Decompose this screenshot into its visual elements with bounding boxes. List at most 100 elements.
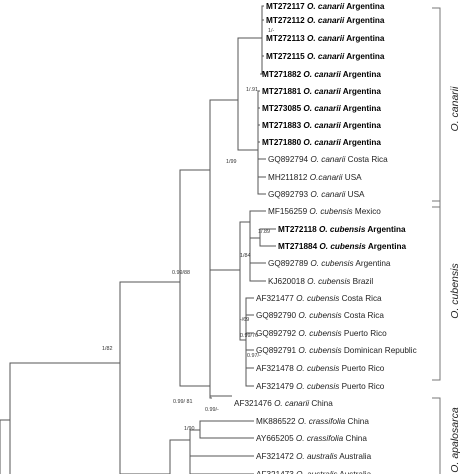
tip-species: O. canarii: [310, 190, 345, 199]
tip-species: O. cubensis: [296, 364, 339, 373]
clade-brackets: [432, 7, 441, 474]
tip-species: O. canarii: [303, 70, 341, 79]
tip-species: O. australis: [296, 452, 337, 461]
clade-label-canarii: O. canarii: [449, 86, 461, 132]
tip-accession: MT272117: [266, 2, 307, 11]
tree-branch: [199, 430, 254, 439]
tip-species: O. cubensis: [307, 277, 350, 286]
support-label: -/69: [240, 317, 249, 323]
tip-species: O. canarii: [303, 87, 341, 96]
tip-species: O. canarii: [307, 16, 345, 25]
tip-accession: GQ892793: [268, 190, 310, 199]
tip-accession: AF321479: [256, 382, 296, 391]
tip-locality: Dominican Republic: [342, 346, 417, 355]
tree-branch: [257, 150, 266, 195]
tip-accession: MT272113: [266, 34, 307, 43]
tip-species: O. australis: [296, 470, 337, 474]
support-label: 1/82: [102, 346, 113, 352]
tip-accession: AF321477: [256, 294, 296, 303]
support-label: 1/-: [268, 28, 274, 34]
tip-locality: Argentina: [344, 52, 385, 61]
tree-branch: [237, 37, 262, 100]
support-label: 1/84: [240, 253, 251, 259]
tip-accession: MH211812: [268, 173, 310, 182]
tip-species: O. cubensis: [296, 294, 339, 303]
tip-label: MH211812 O.canarii USA: [268, 173, 362, 182]
tip-accession: GQ892790: [256, 311, 298, 320]
tip-species: O. canarii: [303, 104, 341, 113]
tip-accession: MT272115: [266, 52, 307, 61]
tip-locality: China: [343, 434, 367, 443]
tip-accession: GQ892789: [268, 259, 310, 268]
tree-branch: [0, 419, 11, 474]
support-label: 0.99/88: [172, 270, 190, 276]
tip-label: MT272113 O. canarii Argentina: [266, 34, 385, 43]
tip-locality: Brazil: [350, 277, 373, 286]
tip-label: AF321477 O. cubensis Costa Rica: [256, 294, 382, 303]
cubensis-clade-bracket: [432, 200, 441, 381]
tip-label: MT272118 O. cubensis Argentina: [278, 225, 406, 234]
tree-branch: [209, 386, 232, 397]
tip-label: AF321478 O. cubensis Puerto Rico: [256, 364, 385, 373]
tip-locality: Mexico: [353, 207, 382, 216]
clade-labels: O. canarii O. cubensis O. apalosarca: [449, 86, 461, 473]
tip-label: AF321472 O. australis Australia: [256, 452, 372, 461]
tree-branch: [199, 420, 254, 430]
tip-species: O. canarii: [310, 155, 345, 164]
tree-branch: [209, 170, 212, 399]
tree-branch: [189, 456, 254, 474]
tip-species: O. cubensis: [298, 346, 341, 355]
tip-species: O. cubensis: [298, 329, 341, 338]
tip-label: MT271881 O. canarii Argentina: [262, 87, 381, 96]
tree-branch: [245, 340, 254, 351]
tip-species: O. crassifolia: [296, 434, 344, 443]
tip-species: O. cubensis: [319, 242, 366, 251]
tip-species: O. canarii: [274, 399, 309, 408]
tip-locality: Argentina: [366, 242, 407, 251]
tip-species: O. crassifolia: [298, 417, 346, 426]
tip-species: O. canarii: [307, 2, 345, 11]
tip-accession: GQ892792: [256, 329, 298, 338]
tip-label: MT271884 O. cubensis Argentina: [278, 242, 406, 251]
tree-branch: [179, 282, 210, 387]
tip-locality: Australia: [337, 470, 371, 474]
tree-branch: [209, 269, 240, 386]
tip-label: MT272112 O. canarii Argentina: [266, 16, 385, 25]
tip-species: O. cubensis: [296, 382, 339, 391]
tree-branch: [189, 440, 254, 457]
tree-branch: [245, 340, 254, 387]
tip-accession: MT271884: [278, 242, 319, 251]
tree-branch: [119, 281, 180, 363]
tip-locality: Argentina: [344, 34, 385, 43]
tree-branch: [257, 150, 266, 178]
tip-label: MT272117 O. canarii Argentina: [266, 2, 385, 11]
support-label: 1/99: [226, 159, 237, 165]
tree-branch: [261, 19, 264, 38]
tip-locality: Puerto Rico: [339, 382, 384, 391]
tip-accession: GQ892791: [256, 346, 298, 355]
tip-label: MT272115 O. canarii Argentina: [266, 52, 385, 61]
tip-locality: USA: [343, 173, 363, 182]
tip-label: GQ892789 O. cubensis Argentina: [268, 259, 391, 268]
tree-branch: [260, 38, 263, 75]
tree-branch: [9, 362, 120, 420]
tip-label: MT271880 O. canarii Argentina: [262, 138, 381, 147]
tip-label: GQ892794 O. canarii Costa Rica: [268, 155, 388, 164]
tree-branch: [119, 363, 170, 474]
tip-accession: AF321472: [256, 452, 296, 461]
tree-branch: [239, 221, 250, 270]
tip-label: KJ620018 O. cubensis Brazil: [268, 277, 373, 286]
tip-locality: Argentina: [341, 87, 382, 96]
tip-species: O. cubensis: [298, 311, 341, 320]
tip-locality: Australia: [337, 452, 371, 461]
tip-locality: USA: [345, 190, 365, 199]
tip-label: MK886522 O. crassifolia China: [256, 417, 369, 426]
tree-branch: [237, 100, 258, 151]
tip-labels: MT272117 O. canarii Argentina MT272112 O.…: [234, 2, 417, 474]
tip-label: GQ892793 O. canarii USA: [268, 190, 365, 199]
tree-branch: [239, 270, 246, 341]
tip-locality: Costa Rica: [345, 155, 388, 164]
tip-label: AF321473 O. australis Australia: [256, 470, 372, 474]
tip-species: O. cubensis: [319, 225, 366, 234]
tree-branch: [209, 99, 238, 170]
